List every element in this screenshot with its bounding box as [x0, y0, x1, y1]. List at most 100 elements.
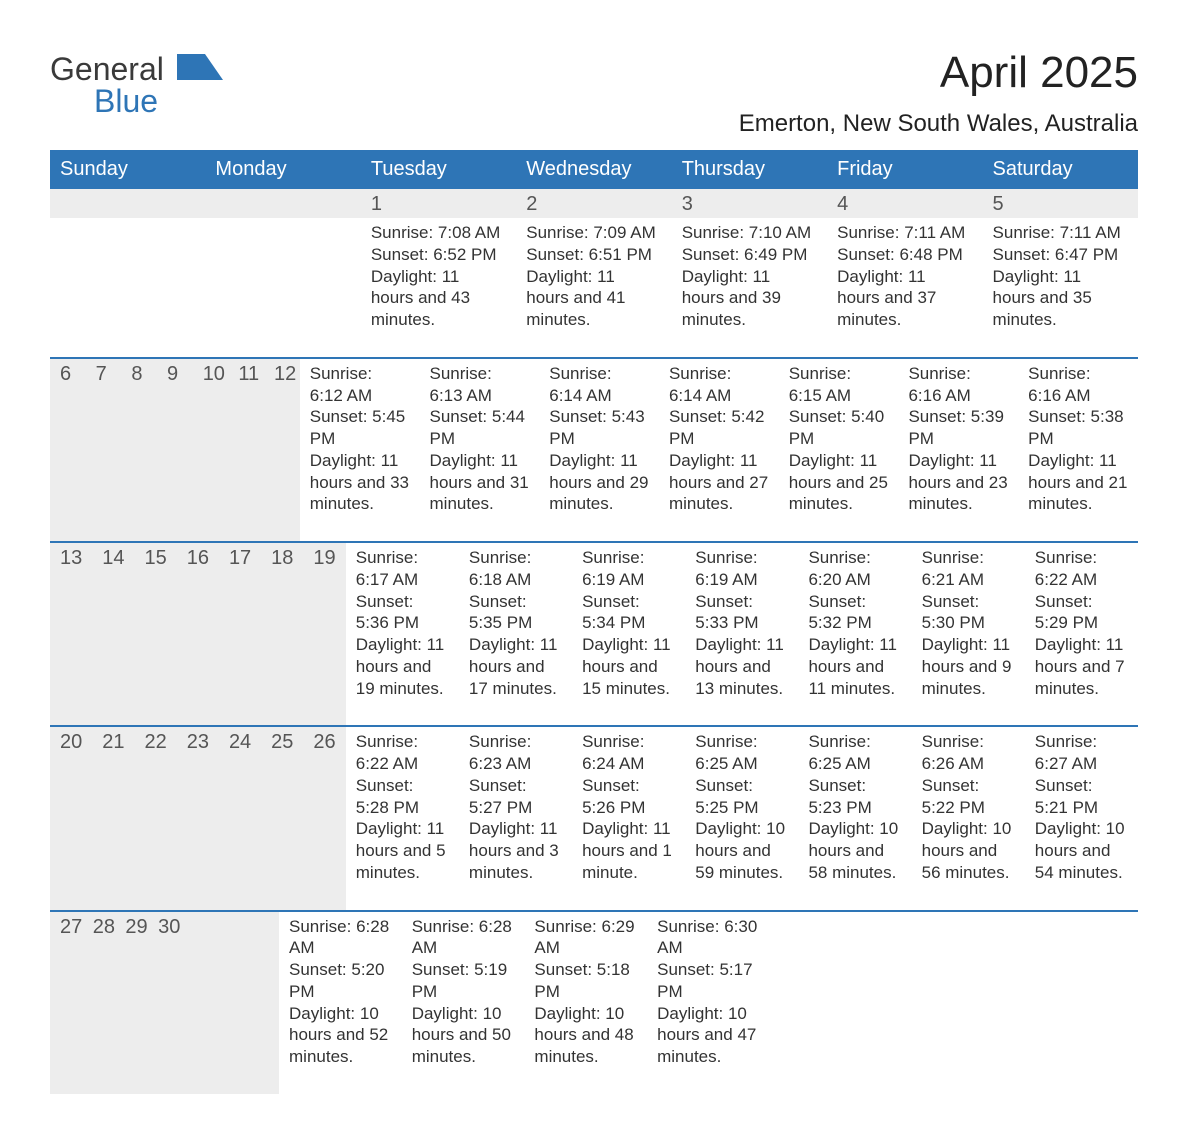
logo-flag-icon — [177, 54, 223, 80]
sunset-text: Sunset: 5:33 PM — [695, 591, 788, 635]
day-cell: Sunrise: 6:12 AMSunset: 5:45 PMDaylight:… — [300, 359, 420, 541]
logo-text: General Blue — [50, 48, 223, 117]
day-cell: Sunrise: 6:17 AMSunset: 5:36 PMDaylight:… — [346, 543, 459, 725]
sunset-text: Sunset: 5:38 PM — [1028, 406, 1128, 450]
sunset-text: Sunset: 5:19 PM — [412, 959, 515, 1003]
day-number: 18 — [261, 543, 303, 725]
day-cell: Sunrise: 6:18 AMSunset: 5:35 PMDaylight:… — [459, 543, 572, 725]
sunset-text: Sunset: 5:45 PM — [310, 406, 410, 450]
daylight-text: Daylight: 11 hours and 35 minutes. — [993, 266, 1128, 331]
sunset-text: Sunset: 5:17 PM — [657, 959, 760, 1003]
calendar-week: 20212223242526Sunrise: 6:22 AMSunset: 5:… — [50, 725, 1138, 909]
daylight-text: Daylight: 11 hours and 43 minutes. — [371, 266, 506, 331]
sunset-text: Sunset: 5:39 PM — [908, 406, 1008, 450]
day-number: 10 — [193, 359, 229, 541]
sunrise-text: Sunrise: 6:24 AM — [582, 731, 675, 775]
sunset-text: Sunset: 6:51 PM — [526, 244, 661, 266]
day-number: 30 — [148, 912, 181, 1094]
day-number: 15 — [134, 543, 176, 725]
sunrise-text: Sunrise: 6:25 AM — [808, 731, 901, 775]
sunset-text: Sunset: 5:23 PM — [808, 775, 901, 819]
sunset-text: Sunset: 5:35 PM — [469, 591, 562, 635]
daylight-text: Daylight: 10 hours and 56 minutes. — [922, 818, 1015, 883]
daylight-text: Daylight: 10 hours and 54 minutes. — [1035, 818, 1128, 883]
calendar: Sunday Monday Tuesday Wednesday Thursday… — [50, 150, 1138, 1094]
day-cell: Sunrise: 6:22 AMSunset: 5:28 PMDaylight:… — [346, 727, 459, 909]
day-cell — [50, 218, 205, 357]
daylight-text: Daylight: 11 hours and 41 minutes. — [526, 266, 661, 331]
daylight-text: Daylight: 11 hours and 5 minutes. — [356, 818, 449, 883]
daylight-text: Daylight: 11 hours and 19 minutes. — [356, 634, 449, 699]
day-number — [50, 189, 205, 218]
calendar-week: 6789101112Sunrise: 6:12 AMSunset: 5:45 P… — [50, 357, 1138, 541]
day-number — [181, 912, 214, 1094]
daylight-text: Daylight: 11 hours and 31 minutes. — [430, 450, 530, 515]
day-number: 13 — [50, 543, 92, 725]
sunrise-text: Sunrise: 6:26 AM — [922, 731, 1015, 775]
daylight-text: Daylight: 11 hours and 11 minutes. — [808, 634, 901, 699]
daylight-text: Daylight: 11 hours and 13 minutes. — [695, 634, 788, 699]
content-row: Sunrise: 6:12 AMSunset: 5:45 PMDaylight:… — [300, 359, 1138, 541]
sunrise-text: Sunrise: 6:21 AM — [922, 547, 1015, 591]
sunset-text: Sunset: 5:40 PM — [789, 406, 889, 450]
page: General Blue April 2025 Emerton, New Sou… — [0, 0, 1188, 1134]
sunset-text: Sunset: 5:44 PM — [430, 406, 530, 450]
sunrise-text: Sunrise: 6:15 AM — [789, 363, 889, 407]
sunrise-text: Sunrise: 6:13 AM — [430, 363, 530, 407]
day-number: 20 — [50, 727, 92, 909]
day-cell: Sunrise: 6:19 AMSunset: 5:33 PMDaylight:… — [685, 543, 798, 725]
sunrise-text: Sunrise: 7:11 AM — [993, 222, 1128, 244]
day-number — [246, 912, 279, 1094]
sunrise-text: Sunrise: 6:18 AM — [469, 547, 562, 591]
daynum-row: 6789101112 — [50, 359, 300, 541]
daylight-text: Daylight: 10 hours and 58 minutes. — [808, 818, 901, 883]
sunset-text: Sunset: 6:49 PM — [682, 244, 817, 266]
day-number: 12 — [264, 359, 300, 541]
day-cell: Sunrise: 7:08 AMSunset: 6:52 PMDaylight:… — [361, 218, 516, 357]
day-cell: Sunrise: 6:14 AMSunset: 5:43 PMDaylight:… — [539, 359, 659, 541]
sunset-text: Sunset: 6:52 PM — [371, 244, 506, 266]
day-cell: Sunrise: 6:25 AMSunset: 5:25 PMDaylight:… — [685, 727, 798, 909]
day-cell: Sunrise: 6:29 AMSunset: 5:18 PMDaylight:… — [524, 912, 647, 1094]
sunrise-text: Sunrise: 6:16 AM — [1028, 363, 1128, 407]
sunrise-text: Sunrise: 7:11 AM — [837, 222, 972, 244]
logo-word-1: General — [50, 51, 164, 87]
day-number: 21 — [92, 727, 134, 909]
daylight-text: Daylight: 11 hours and 21 minutes. — [1028, 450, 1128, 515]
sunset-text: Sunset: 5:36 PM — [356, 591, 449, 635]
day-number: 4 — [827, 189, 982, 218]
sunrise-text: Sunrise: 6:12 AM — [310, 363, 410, 407]
day-cell: Sunrise: 6:23 AMSunset: 5:27 PMDaylight:… — [459, 727, 572, 909]
calendar-week: 12345Sunrise: 7:08 AMSunset: 6:52 PMDayl… — [50, 189, 1138, 357]
daylight-text: Daylight: 11 hours and 33 minutes. — [310, 450, 410, 515]
sunset-text: Sunset: 6:47 PM — [993, 244, 1128, 266]
day-number: 16 — [177, 543, 219, 725]
day-cell: Sunrise: 6:28 AMSunset: 5:20 PMDaylight:… — [279, 912, 402, 1094]
sunrise-text: Sunrise: 7:08 AM — [371, 222, 506, 244]
day-number — [214, 912, 247, 1094]
weekday-header: Tuesday — [361, 150, 516, 189]
sunrise-text: Sunrise: 6:14 AM — [669, 363, 769, 407]
day-number: 8 — [121, 359, 157, 541]
day-cell: Sunrise: 6:16 AMSunset: 5:38 PMDaylight:… — [1018, 359, 1138, 541]
calendar-week: 27282930Sunrise: 6:28 AMSunset: 5:20 PMD… — [50, 910, 1138, 1094]
logo-word-2: Blue — [94, 85, 223, 117]
day-number: 1 — [361, 189, 516, 218]
daylight-text: Daylight: 11 hours and 23 minutes. — [908, 450, 1008, 515]
day-number: 29 — [115, 912, 148, 1094]
day-cell: Sunrise: 6:28 AMSunset: 5:19 PMDaylight:… — [402, 912, 525, 1094]
sunset-text: Sunset: 5:20 PM — [289, 959, 392, 1003]
daylight-text: Daylight: 11 hours and 29 minutes. — [549, 450, 649, 515]
sunset-text: Sunset: 5:27 PM — [469, 775, 562, 819]
day-cell: Sunrise: 6:20 AMSunset: 5:32 PMDaylight:… — [798, 543, 911, 725]
header: General Blue April 2025 Emerton, New Sou… — [50, 48, 1138, 138]
daylight-text: Daylight: 11 hours and 37 minutes. — [837, 266, 972, 331]
day-number: 9 — [157, 359, 193, 541]
day-number: 28 — [83, 912, 116, 1094]
day-cell: Sunrise: 6:27 AMSunset: 5:21 PMDaylight:… — [1025, 727, 1138, 909]
day-number — [205, 189, 360, 218]
day-number: 26 — [303, 727, 345, 909]
sunrise-text: Sunrise: 6:27 AM — [1035, 731, 1128, 775]
sunrise-text: Sunrise: 6:25 AM — [695, 731, 788, 775]
daylight-text: Daylight: 11 hours and 9 minutes. — [922, 634, 1015, 699]
